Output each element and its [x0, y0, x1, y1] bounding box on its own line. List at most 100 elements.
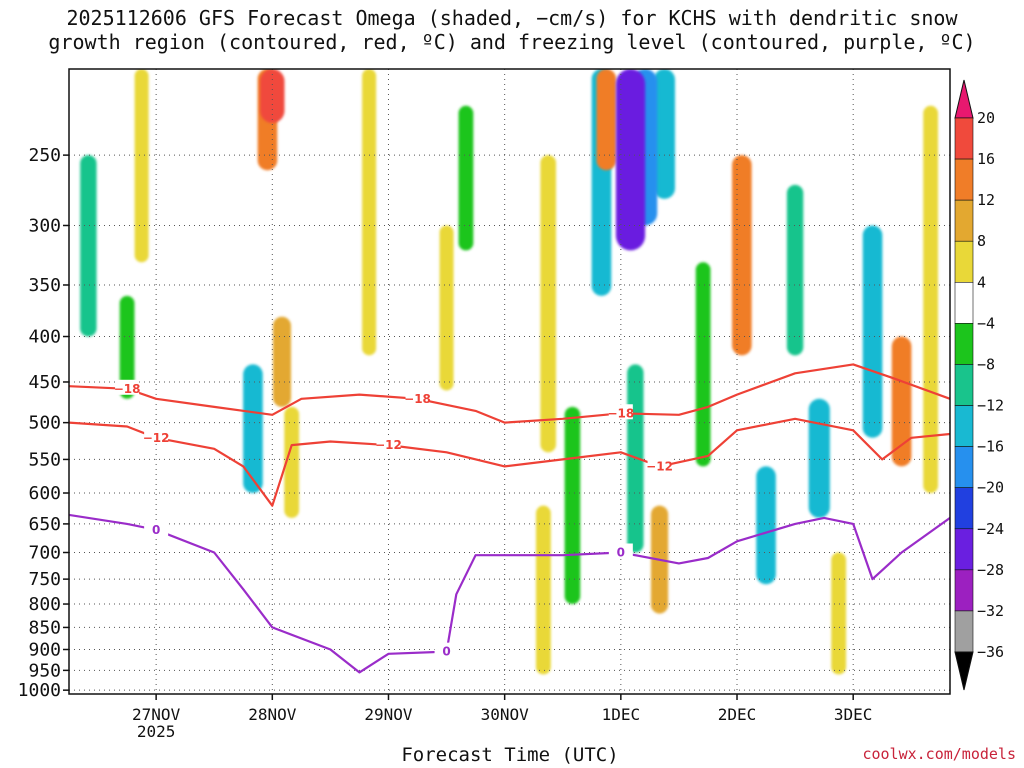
colorbar-swatch: [954, 487, 974, 530]
y-tick-label: 700: [28, 543, 61, 564]
colorbar-swatch: [954, 569, 974, 612]
colorbar-label: −32: [977, 602, 1004, 620]
colorbar: 20 16 12 8 4 −4 −8 −12 −16 −20 −24 −28 −32 −36: [954, 79, 1004, 691]
omega-cell: [243, 364, 263, 494]
contour-label: −12: [375, 438, 402, 452]
colorbar-swatch: [954, 364, 974, 406]
y-tick-label: 800: [28, 594, 61, 615]
colorbar-label: −16: [977, 438, 1004, 456]
y-tick-label: 250: [28, 145, 61, 166]
y-tick-label: 450: [28, 372, 61, 393]
omega-cell: [653, 69, 676, 199]
omega-cell: [695, 262, 711, 467]
y-tick-label: 350: [28, 275, 61, 296]
omega-cell: [891, 336, 912, 467]
contour-label: −18: [404, 392, 431, 406]
colorbar-label: 4: [977, 273, 986, 291]
omega-cell: [119, 295, 135, 399]
y-tick-label: 950: [28, 660, 61, 681]
colorbar-label: −24: [977, 520, 1004, 538]
contour-label: −18: [114, 382, 141, 396]
y-tick-label: 400: [28, 327, 61, 348]
colorbar-swatch: [954, 405, 974, 447]
omega-cell: [786, 184, 804, 356]
title-line-1: 2025112606 GFS Forecast Omega (shaded, −…: [66, 6, 958, 30]
contour-label: 0: [442, 645, 450, 659]
contour-label-bg: [608, 404, 633, 420]
y-tick-label: 850: [28, 617, 61, 638]
omega-cell: [862, 225, 883, 438]
contour-label-bg: [405, 389, 430, 405]
colorbar-label: 16: [977, 150, 995, 168]
title-line-2: growth region (contoured, red, ºC) and f…: [48, 30, 976, 54]
y-tick-label: 600: [28, 483, 61, 504]
colorbar-swatch: [954, 240, 974, 283]
x-axis-label: Forecast Time (UTC): [401, 744, 619, 766]
contour-label: −18: [607, 406, 634, 420]
colorbar-label: 12: [977, 191, 995, 209]
omega-cell: [732, 155, 752, 356]
x-tick-label: 28NOV: [248, 705, 297, 724]
colorbar-swatch: [954, 199, 974, 242]
colorbar-label: −28: [977, 561, 1004, 579]
x-tick-label: 1DEC: [602, 705, 641, 724]
colorbar-swatch: [954, 117, 974, 160]
colorbar-label: −12: [977, 397, 1004, 415]
colorbar-swatch: [954, 610, 974, 653]
site-credit: coolwx.com/models: [862, 745, 1016, 763]
contour-label: −12: [143, 431, 170, 445]
contour-label: −12: [646, 459, 673, 473]
y-tick-label: 650: [28, 514, 61, 535]
omega-cell: [458, 105, 474, 251]
x-tick-label: 30NOV: [481, 705, 530, 724]
contour-label-bg: [608, 543, 633, 559]
colorbar-swatch: [954, 323, 974, 365]
grid-lines: [69, 69, 950, 694]
chart-title: 2025112606 GFS Forecast Omega (shaded, −…: [0, 6, 1024, 54]
colorbar-swatch: [954, 528, 974, 571]
x-tick-label: 3DEC: [834, 705, 873, 724]
contour-label-bg: [434, 642, 459, 658]
contour-label: 0: [617, 546, 625, 560]
contour-line: [69, 417, 950, 507]
x-tick-year-label: 2025: [137, 722, 176, 741]
colorbar-top-triangle: [954, 79, 974, 119]
colorbar-label: −36: [977, 643, 1004, 661]
omega-cell: [80, 155, 97, 337]
omega-cell: [439, 225, 454, 391]
x-tick-label: 29NOV: [364, 705, 413, 724]
contour-label-bg: [144, 520, 169, 536]
y-tick-label: 550: [28, 449, 61, 470]
omega-cell: [134, 69, 149, 263]
x-tick-label: 2DEC: [718, 705, 757, 724]
contour-label: 0: [152, 523, 160, 537]
omega-cell: [923, 105, 939, 494]
omega-cell: [831, 552, 847, 675]
contour-line: [69, 363, 950, 424]
colorbar-bottom-triangle: [954, 651, 974, 691]
colorbar-label: 8: [977, 232, 986, 250]
colorbar-label: −8: [977, 355, 995, 373]
colorbar-label: −4: [977, 314, 995, 332]
contour-label-bg: [376, 436, 401, 452]
colorbar-label: 20: [977, 109, 995, 127]
colorbar-swatch: [954, 158, 974, 201]
y-tick-label: 750: [28, 569, 61, 590]
x-tick-label: 27NOV: [132, 705, 181, 724]
contour-label-bg: [647, 457, 672, 473]
omega-field: [80, 69, 939, 675]
omega-cell: [615, 69, 646, 251]
y-tick-label: 1000: [18, 680, 61, 701]
omega-cell: [272, 316, 291, 407]
colorbar-swatch: [954, 446, 974, 488]
omega-cell: [535, 505, 551, 675]
colorbar-swatch: [954, 282, 974, 324]
y-tick-label: 500: [28, 413, 61, 434]
omega-cell: [808, 398, 830, 518]
omega-cell: [362, 69, 377, 356]
y-tick-label: 300: [28, 215, 61, 236]
omega-cell: [260, 69, 285, 123]
y-tick-label: 900: [28, 639, 61, 660]
